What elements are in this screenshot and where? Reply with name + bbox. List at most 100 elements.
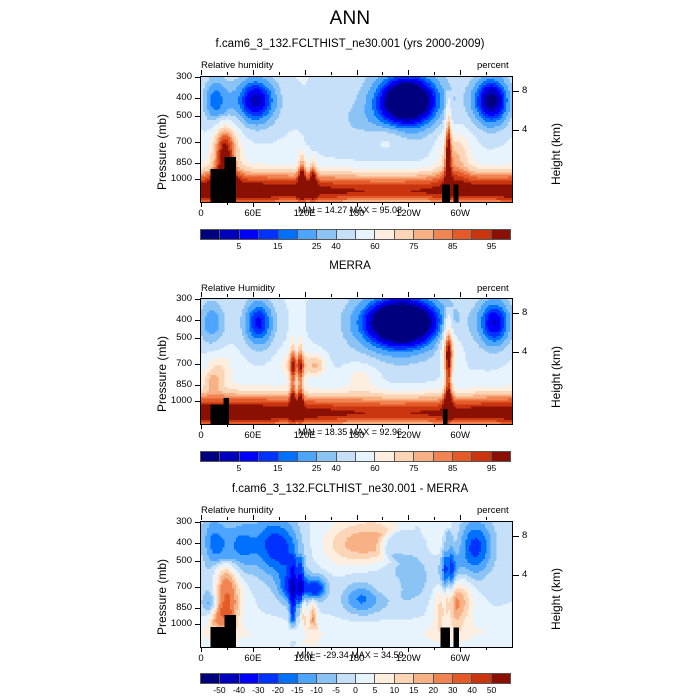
panel1-title: f.cam6_3_132.FCLTHIST_ne30.001 (yrs 2000… xyxy=(215,38,485,50)
x-tick-mark xyxy=(330,294,332,297)
x-tick-mark xyxy=(382,72,384,75)
x-tick-mark xyxy=(330,647,332,650)
x-tick-mark xyxy=(226,647,228,650)
colorbar-segment xyxy=(259,674,279,683)
x-tick-label: 180 xyxy=(348,430,365,441)
x-tick-mark xyxy=(356,70,358,75)
colorbar-segment xyxy=(375,674,395,683)
y-tick-mark xyxy=(195,115,201,117)
colorbar-tick-label: 15 xyxy=(409,685,419,695)
colorbar-segment xyxy=(336,452,356,461)
y2-tick-mark xyxy=(513,536,519,538)
x-tick-label: 60W xyxy=(450,430,470,441)
topography-mask xyxy=(453,184,459,202)
panel1-minmax: MIN = 14.27 MAX = 95.08 xyxy=(297,205,403,215)
colorbar-tick-label: 5 xyxy=(236,463,242,473)
x-tick-mark xyxy=(252,70,254,75)
x-tick-label: 120E xyxy=(293,208,316,219)
colorbar-segment xyxy=(452,230,473,239)
x-tick-label: 180 xyxy=(348,653,365,664)
x-tick-mark xyxy=(356,202,358,207)
x-tick-mark xyxy=(278,294,280,297)
x-tick-label: 60E xyxy=(244,653,262,664)
colorbar-segment xyxy=(239,230,260,239)
y-tick-label: 700 xyxy=(176,136,192,148)
y2-tick-label: 8 xyxy=(522,85,528,97)
x-tick-mark xyxy=(201,424,202,429)
x-tick-label: 120W xyxy=(395,430,421,441)
y-tick-mark xyxy=(195,320,201,322)
x-tick-mark xyxy=(330,517,332,520)
colorbar-segment xyxy=(317,230,337,239)
x-tick-mark xyxy=(408,424,410,429)
topography-mask xyxy=(210,404,224,424)
x-tick-mark xyxy=(304,202,306,207)
x-tick-mark xyxy=(486,517,488,520)
colorbar-tick-label: -40 xyxy=(232,685,246,695)
x-tick-label: 120E xyxy=(293,430,316,441)
y-tick-label: 400 xyxy=(176,92,192,104)
x-tick-mark xyxy=(201,292,202,297)
colorbar-tick-label: 85 xyxy=(447,463,458,473)
topography-mask xyxy=(210,627,225,647)
y-tick-mark xyxy=(195,162,201,164)
x-tick-label: 0 xyxy=(198,208,204,219)
y-tick-label: 1000 xyxy=(170,395,192,407)
panel3-y2-axis-label: Height (km) xyxy=(549,567,563,630)
x-tick-mark xyxy=(382,202,384,205)
y-tick-label: 500 xyxy=(176,109,192,121)
colorbar-segment xyxy=(433,452,453,461)
y-tick-mark xyxy=(195,543,201,545)
colorbar-segment xyxy=(356,230,376,239)
x-tick-mark xyxy=(304,292,306,297)
colorbar-segment xyxy=(472,230,492,239)
y-tick-mark xyxy=(195,337,201,339)
y-tick-label: 1000 xyxy=(170,173,192,185)
x-tick-mark xyxy=(486,294,488,297)
colorbar-segment xyxy=(394,674,415,683)
colorbar-segment xyxy=(433,674,453,683)
colorbar-tick-label: 50 xyxy=(486,685,497,695)
y-tick-label: 700 xyxy=(176,358,192,370)
x-tick-mark xyxy=(201,70,202,75)
y-tick-label: 300 xyxy=(176,293,192,304)
panel2-plot-area xyxy=(200,298,513,425)
y-tick-mark xyxy=(195,522,201,523)
colorbar-tick-label: -20 xyxy=(271,685,284,695)
panel1-units-label: percent xyxy=(477,60,509,71)
x-tick-mark xyxy=(460,647,462,652)
colorbar-tick-label: 95 xyxy=(486,241,497,251)
x-tick-mark xyxy=(278,424,280,427)
colorbar-tick-label: 30 xyxy=(447,685,458,695)
y2-tick-mark xyxy=(513,91,519,93)
colorbar-tick-label: -5 xyxy=(332,685,340,695)
x-tick-mark xyxy=(356,424,358,429)
panel3-plot-area xyxy=(200,521,513,648)
contour-field xyxy=(201,299,512,424)
y-tick-mark xyxy=(195,587,201,589)
colorbar-segment xyxy=(336,230,356,239)
topography-mask xyxy=(442,184,450,202)
x-tick-mark xyxy=(304,70,306,75)
x-tick-mark xyxy=(408,647,410,652)
x-tick-mark xyxy=(434,647,436,650)
y2-tick-mark xyxy=(513,351,519,353)
colorbar-segment xyxy=(297,674,318,683)
colorbar-tick-label: 15 xyxy=(273,241,283,251)
x-tick-mark xyxy=(252,292,254,297)
colorbar-segment xyxy=(375,230,395,239)
x-tick-mark xyxy=(356,515,358,520)
x-tick-mark xyxy=(434,202,436,205)
x-tick-label: 60W xyxy=(450,208,470,219)
colorbar-tick-label: 40 xyxy=(467,685,477,695)
x-tick-mark xyxy=(356,647,358,652)
y2-tick-label: 4 xyxy=(522,568,528,580)
x-tick-label: 120W xyxy=(395,208,421,219)
y-tick-label: 1000 xyxy=(170,618,192,630)
x-tick-mark xyxy=(434,72,436,75)
panel2-minmax: MIN = 18.35 MAX = 92.96 xyxy=(297,427,403,437)
colorbar-tick-label: 5 xyxy=(372,685,378,695)
panel2-units-label: percent xyxy=(477,283,509,294)
y-tick-mark xyxy=(195,364,201,366)
colorbar-segment xyxy=(472,452,492,461)
